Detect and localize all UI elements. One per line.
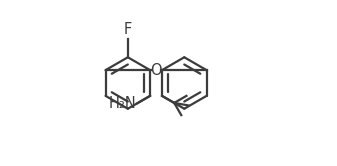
Text: F: F xyxy=(124,22,132,37)
Text: H₂N: H₂N xyxy=(109,96,136,111)
Text: O: O xyxy=(150,63,162,78)
